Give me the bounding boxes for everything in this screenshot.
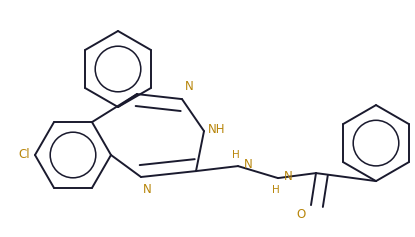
- Text: N: N: [143, 183, 152, 196]
- Text: Cl: Cl: [18, 149, 30, 161]
- Text: N: N: [244, 158, 253, 171]
- Text: N: N: [284, 170, 293, 182]
- Text: H: H: [232, 150, 240, 160]
- Text: NH: NH: [208, 123, 225, 136]
- Text: H: H: [272, 185, 280, 195]
- Text: N: N: [185, 80, 194, 93]
- Text: O: O: [297, 208, 306, 221]
